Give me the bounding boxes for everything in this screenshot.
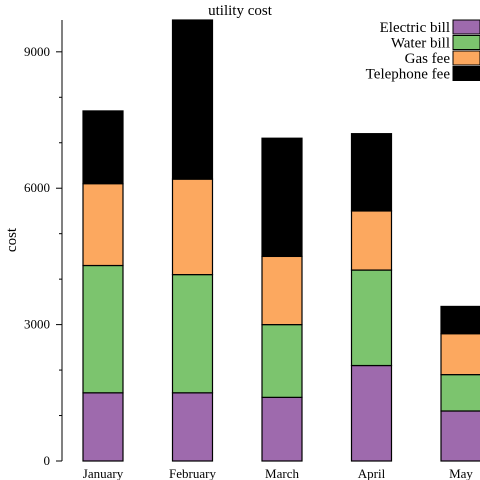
bar-segment xyxy=(440,333,480,376)
legend-swatch xyxy=(452,35,480,50)
x-tick-label: April xyxy=(358,466,386,480)
y-tick-label: 3000 xyxy=(24,317,50,332)
bar-segment xyxy=(82,264,124,394)
bar-segment xyxy=(261,137,303,258)
bar-segment xyxy=(440,374,480,412)
y-axis-label: cost xyxy=(4,227,20,252)
legend-label: Water bill xyxy=(391,36,450,52)
bar-segment xyxy=(261,255,303,326)
bar-segment xyxy=(82,183,124,267)
y-tick-label: 0 xyxy=(44,453,51,468)
bar-segment xyxy=(350,210,393,271)
bar-segment xyxy=(440,410,480,462)
bar-segment xyxy=(171,273,214,394)
legend-label: Gas fee xyxy=(405,51,451,67)
legend-label: Telephone fee xyxy=(366,67,451,83)
bar-segment xyxy=(440,305,480,335)
y-axis: 0 3000 6000 9000 xyxy=(24,20,63,468)
x-tick-label: February xyxy=(169,466,216,480)
y-tick-label: 6000 xyxy=(24,180,50,195)
bar-segment xyxy=(171,392,214,462)
legend-swatch xyxy=(452,50,480,66)
bar-segment xyxy=(350,269,393,367)
legend-swatch xyxy=(452,66,480,81)
bar-segment xyxy=(82,110,124,185)
bars-group xyxy=(82,19,480,462)
x-tick-label: May xyxy=(449,466,473,480)
legend-swatch xyxy=(452,19,480,35)
bar-segment xyxy=(350,364,393,462)
bar-segment xyxy=(171,19,214,180)
bar-segment xyxy=(261,396,303,462)
legend-label: Electric bill xyxy=(380,20,450,36)
bar-segment xyxy=(171,178,214,276)
x-tick-label: January xyxy=(83,466,124,480)
x-axis: January February March April May xyxy=(83,466,474,480)
bar-segment xyxy=(82,392,124,462)
bar-segment xyxy=(350,133,393,212)
x-tick-label: March xyxy=(265,466,299,480)
bar-segment xyxy=(261,324,303,398)
chart-title: utility cost xyxy=(208,3,273,19)
y-tick-label: 9000 xyxy=(24,44,50,59)
